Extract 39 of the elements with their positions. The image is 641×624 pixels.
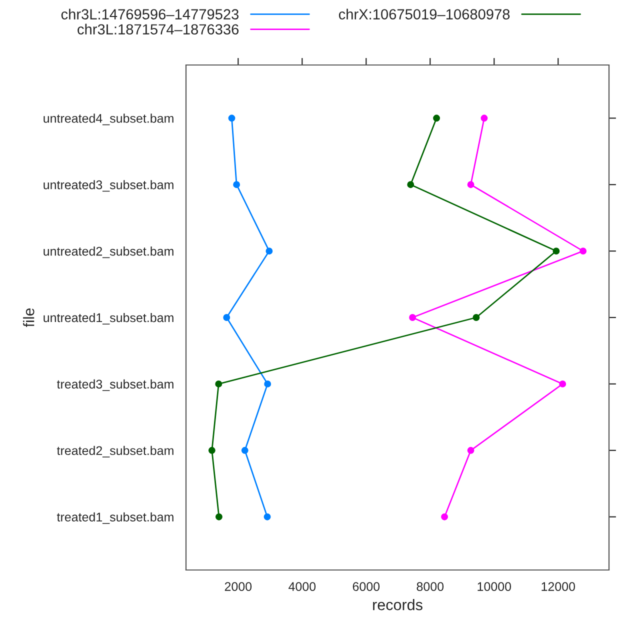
legend-label: chrX:10675019‒10680978 <box>338 8 510 20</box>
point <box>228 114 236 122</box>
y-axis-title: file <box>23 308 34 328</box>
x-axis-title: records <box>373 599 422 610</box>
point <box>407 181 414 188</box>
x-tick-label: 4000 <box>288 582 316 591</box>
point <box>552 248 560 255</box>
y-tick-label: treated3_subset.bam <box>56 379 174 391</box>
point <box>241 446 248 454</box>
x-tick-label: 8000 <box>416 582 444 591</box>
legend-label: chr3L:14769596‒14779523 <box>61 8 239 20</box>
point <box>223 314 230 321</box>
point <box>480 114 488 122</box>
y-tick-label: untreated3_subset.bam <box>44 180 174 192</box>
point <box>467 446 474 454</box>
point <box>215 380 222 388</box>
point <box>559 380 566 388</box>
x-tick-label: 12000 <box>542 582 576 591</box>
point <box>264 513 271 520</box>
x-tick-label: 10000 <box>478 582 512 591</box>
y-tick-label: untreated4_subset.bam <box>44 114 174 126</box>
point <box>233 181 240 188</box>
x-tick-label: 2000 <box>224 582 252 591</box>
point <box>215 513 222 520</box>
point <box>467 181 474 188</box>
point <box>266 248 273 255</box>
y-tick-label: treated1_subset.bam <box>56 512 174 524</box>
y-tick-label: untreated2_subset.bam <box>44 246 174 258</box>
point <box>433 114 440 122</box>
point <box>580 248 587 255</box>
point <box>409 314 416 321</box>
x-tick-label: 6000 <box>352 582 380 591</box>
point <box>208 446 216 454</box>
y-tick-label: treated2_subset.bam <box>56 446 174 458</box>
point <box>264 380 272 388</box>
legend-label: chr3L:1871574‒1876336 <box>78 24 239 35</box>
y-tick-label: untreated1_subset.bam <box>44 312 174 325</box>
point <box>472 314 480 321</box>
point <box>441 513 448 520</box>
